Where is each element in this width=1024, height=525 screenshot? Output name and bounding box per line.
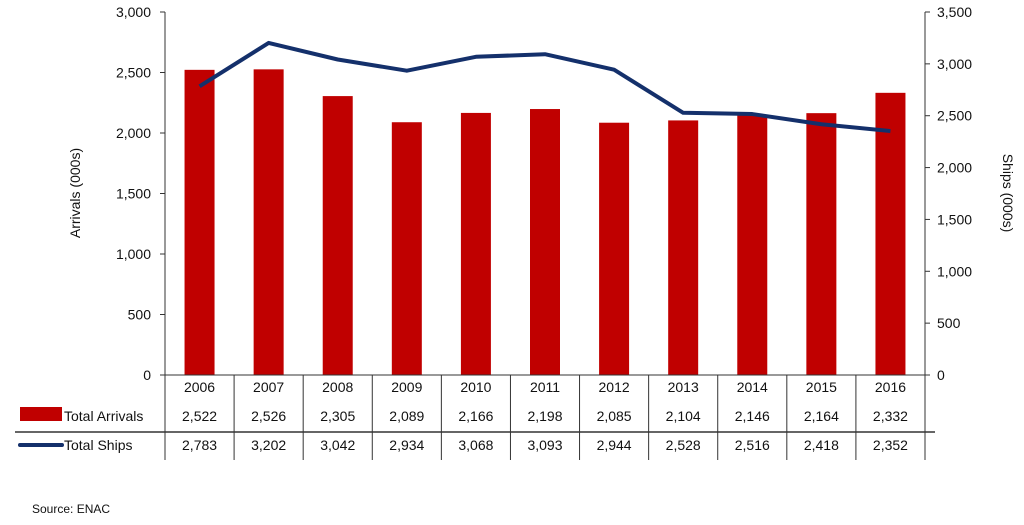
bar-total-arrivals [253, 69, 284, 375]
bar-total-arrivals [391, 122, 422, 375]
arrivals-value: 2,522 [182, 408, 217, 424]
ships-value: 2,516 [735, 437, 770, 453]
ships-value: 2,944 [597, 437, 632, 453]
y2-tick-label: 3,000 [937, 56, 972, 72]
x-tick-label: 2012 [599, 379, 630, 395]
y2-axis-label: Ships (000s) [1000, 154, 1016, 233]
bar-total-arrivals [737, 115, 768, 376]
bar-total-arrivals [599, 122, 630, 375]
y-tick-label: 2,000 [116, 125, 151, 141]
x-tick-label: 2008 [322, 379, 353, 395]
bar-total-arrivals [875, 92, 906, 375]
x-tick-label: 2007 [253, 379, 284, 395]
bar-total-arrivals [322, 96, 353, 375]
arrivals-value: 2,164 [804, 408, 839, 424]
ships-value: 2,352 [873, 437, 908, 453]
y2-tick-label: 3,500 [937, 4, 972, 20]
ships-value: 2,783 [182, 437, 217, 453]
x-tick-label: 2009 [391, 379, 422, 395]
bar-total-arrivals [184, 69, 215, 375]
arrivals-value: 2,146 [735, 408, 770, 424]
source-note: Source: ENAC [32, 502, 110, 516]
y-tick-label: 2,500 [116, 65, 151, 81]
x-tick-label: 2014 [737, 379, 768, 395]
arrivals-value: 2,166 [458, 408, 493, 424]
arrivals-value: 2,198 [527, 408, 562, 424]
ships-value: 2,528 [666, 437, 701, 453]
arrivals-value: 2,526 [251, 408, 286, 424]
arrivals-value: 2,085 [597, 408, 632, 424]
legend-swatch-arrivals [20, 407, 62, 421]
y-tick-label: 1,000 [116, 246, 151, 262]
y2-tick-label: 2,500 [937, 108, 972, 124]
x-tick-label: 2006 [184, 379, 215, 395]
ships-value: 3,042 [320, 437, 355, 453]
legend-label-arrivals: Total Arrivals [64, 408, 143, 424]
y-tick-label: 500 [128, 307, 152, 323]
arrivals-value: 2,089 [389, 408, 424, 424]
arrivals-value: 2,305 [320, 408, 355, 424]
y2-tick-label: 1,500 [937, 211, 972, 227]
y-tick-label: 0 [143, 367, 151, 383]
x-tick-label: 2011 [530, 379, 560, 395]
ships-value: 3,202 [251, 437, 286, 453]
y2-tick-label: 0 [937, 367, 945, 383]
y2-tick-label: 2,000 [937, 160, 972, 176]
line-total-ships [198, 40, 891, 134]
arrivals-value: 2,104 [666, 408, 701, 424]
y-tick-label: 3,000 [116, 4, 151, 20]
bar-total-arrivals [806, 113, 837, 375]
ships-value: 3,068 [458, 437, 493, 453]
bar-total-arrivals [460, 112, 491, 375]
y2-tick-label: 500 [937, 315, 961, 331]
x-tick-label: 2015 [806, 379, 837, 395]
ships-value: 2,934 [389, 437, 424, 453]
legend-label-ships: Total Ships [64, 437, 132, 453]
y2-tick-label: 1,000 [937, 263, 972, 279]
x-tick-label: 2016 [875, 379, 906, 395]
ships-value: 2,418 [804, 437, 839, 453]
x-tick-label: 2013 [668, 379, 699, 395]
ships-value: 3,093 [527, 437, 562, 453]
x-tick-label: 2010 [460, 379, 491, 395]
y-tick-label: 1,500 [116, 186, 151, 202]
bar-total-arrivals [668, 120, 699, 375]
y-axis-label: Arrivals (000s) [67, 148, 83, 238]
arrivals-value: 2,332 [873, 408, 908, 424]
bar-total-arrivals [530, 109, 560, 376]
